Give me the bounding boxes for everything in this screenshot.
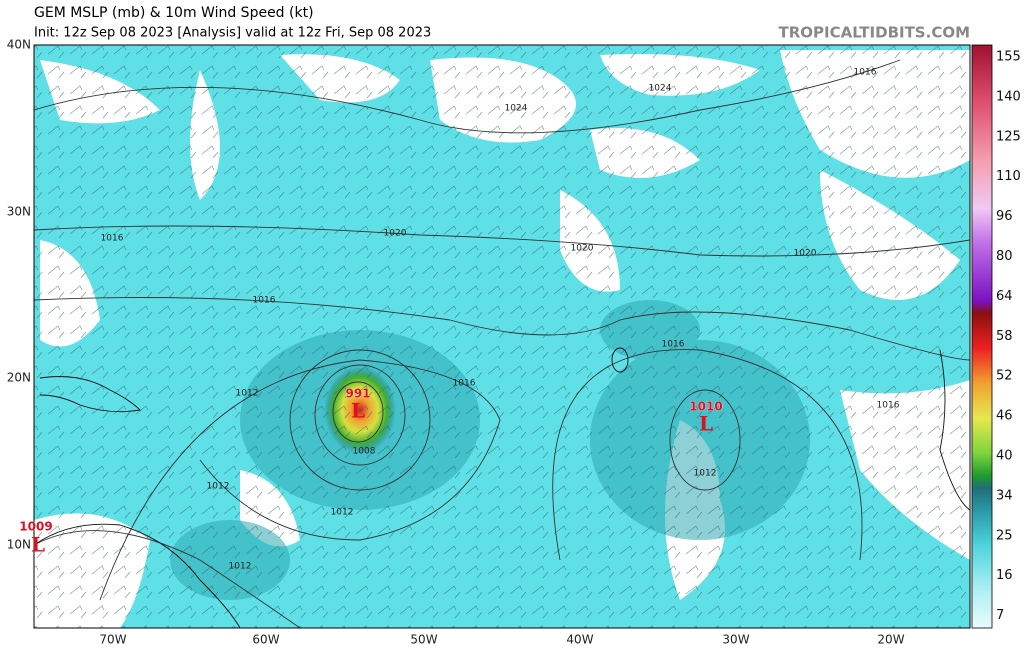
isobar-label: 1016 <box>253 296 276 306</box>
site-name: TROPICALTIDBITS.COM <box>779 24 971 42</box>
lon-label: 50W <box>410 633 437 647</box>
isobar-label: 1020 <box>794 249 817 259</box>
isobar-label: 1024 <box>649 84 672 94</box>
low-symbol: L <box>31 533 45 557</box>
colorbar-label: 110 <box>996 169 1021 184</box>
lon-label: 40W <box>566 633 593 647</box>
isobar-label: 1012 <box>229 562 252 572</box>
low-symbol: L <box>351 399 365 423</box>
colorbar-label: 125 <box>996 129 1021 144</box>
colorbar-label: 16 <box>996 568 1013 583</box>
isobar-label: 1008 <box>353 447 376 457</box>
isobar-label: 1020 <box>384 229 407 239</box>
colorbar-label: 34 <box>996 488 1013 503</box>
map-frame <box>33 44 971 629</box>
colorbar-label: 7 <box>996 608 1004 623</box>
title: GEM MSLP (mb) & 10m Wind Speed (kt) <box>34 5 314 21</box>
lon-label: 70W <box>99 633 126 647</box>
colorbar-labels: 155 140 125 110 96 80 64 58 52 46 40 34 25 16 7 <box>996 50 1021 624</box>
colorbar-label: 46 <box>996 409 1013 424</box>
colorbar-label: 96 <box>996 209 1013 224</box>
wind-barbs <box>34 45 970 628</box>
isobar-label: 1012 <box>331 508 354 518</box>
colorbar <box>971 44 993 629</box>
colorbar-label: 155 <box>996 50 1021 65</box>
lon-label: 60W <box>252 633 279 647</box>
isobar-label: 1016 <box>453 379 476 389</box>
isobar-label: 1016 <box>101 234 124 244</box>
isobar-labels: 1024 1024 1016 1016 1020 1020 1020 1016 … <box>101 68 900 572</box>
isobar-label: 1016 <box>877 401 900 411</box>
isobar-label: 1012 <box>207 482 230 492</box>
lows: 991 L 1010 L 1009 L <box>19 386 723 557</box>
lat-label: 30N <box>7 205 31 219</box>
subtitle: Init: 12z Sep 08 2023 [Analysis] valid a… <box>34 26 431 41</box>
lat-label: 40N <box>7 38 31 52</box>
isobars <box>34 59 970 628</box>
lon-label: 20W <box>877 633 904 647</box>
isobar-label: 1016 <box>854 68 877 78</box>
colorbar-label: 58 <box>996 329 1013 344</box>
map-area <box>34 45 970 628</box>
isobar-label: 1020 <box>571 244 594 254</box>
lat-label: 10N <box>7 538 31 552</box>
coastlines <box>34 347 970 628</box>
isobar-label: 1012 <box>236 389 259 399</box>
low-pressure: 991 <box>345 387 370 401</box>
colorbar-label: 64 <box>996 289 1013 304</box>
low-pressure: 1009 <box>19 520 52 534</box>
lon-labels: 70W 60W 50W 40W 30W 20W <box>99 633 904 647</box>
isobar-label: 1012 <box>694 469 717 479</box>
lon-label: 30W <box>722 633 749 647</box>
low-symbol: L <box>699 412 713 436</box>
isobar-label: 1016 <box>662 340 685 350</box>
low-pressure: 1010 <box>689 400 722 414</box>
colorbar-label: 52 <box>996 369 1013 384</box>
colorbar-label: 40 <box>996 449 1013 464</box>
lat-label: 20N <box>7 371 31 385</box>
colorbar-label: 80 <box>996 249 1013 264</box>
lat-labels: 40N 30N 20N 10N <box>7 38 31 552</box>
colorbar-label: 140 <box>996 89 1021 104</box>
isobar-label: 1024 <box>505 104 528 114</box>
colorbar-label: 25 <box>996 528 1013 543</box>
